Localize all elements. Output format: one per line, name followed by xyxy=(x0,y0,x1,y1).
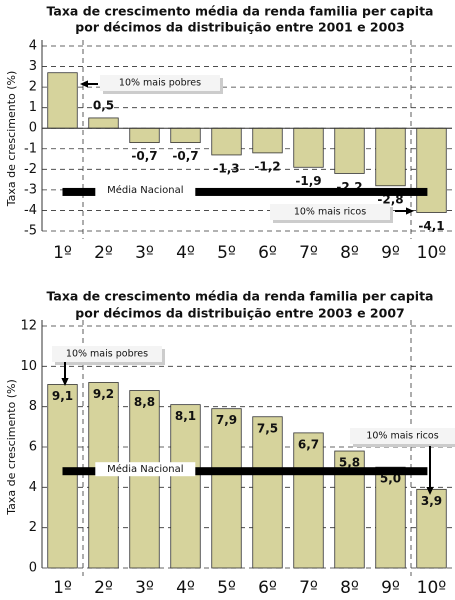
y-tick-label: 6 xyxy=(29,440,37,455)
arrow-head xyxy=(406,207,414,215)
x-tick-label: 8º xyxy=(340,243,359,263)
annotation-box xyxy=(100,75,220,91)
value-label: -1,3 xyxy=(213,161,239,175)
value-label: 7,9 xyxy=(216,413,237,427)
reference-label: Média Nacional xyxy=(107,463,183,475)
bar xyxy=(47,72,78,129)
bar xyxy=(334,127,365,174)
x-tick-label: 3º xyxy=(135,243,154,263)
value-label: 0,5 xyxy=(93,98,114,112)
x-tick-label: 10º xyxy=(417,243,447,263)
value-label: -0,7 xyxy=(131,149,157,163)
annotation-box xyxy=(350,428,455,444)
x-tick-label: 7º xyxy=(299,243,318,263)
bar xyxy=(293,432,324,569)
y-tick-label: -3 xyxy=(24,182,37,197)
y-tick-label: 4 xyxy=(29,480,37,495)
x-tick-label: 7º xyxy=(299,578,318,598)
bar xyxy=(129,390,160,569)
x-tick-label: 4º xyxy=(176,243,195,263)
bar xyxy=(252,127,283,154)
reference-line xyxy=(62,187,428,196)
x-tick-label: 5º xyxy=(217,578,236,598)
x-tick-label: 1º xyxy=(53,243,72,263)
value-label: 9,2 xyxy=(93,387,114,401)
arrow-head xyxy=(80,80,88,88)
x-tick-label: 10º xyxy=(417,578,447,598)
value-label: 8,8 xyxy=(134,395,155,409)
x-tick-label: 9º xyxy=(381,243,400,263)
bar xyxy=(211,127,242,156)
value-label: 6,7 xyxy=(298,437,319,451)
x-tick-label: 3º xyxy=(135,578,154,598)
y-tick-label: 2 xyxy=(29,520,37,535)
value-label: -4,1 xyxy=(418,219,444,233)
annotation: 10% mais ricos xyxy=(366,431,438,442)
chart-title: Taxa de crescimento média da renda famil… xyxy=(47,4,434,19)
y-tick-label: 1 xyxy=(29,100,37,115)
value-label: -0,7 xyxy=(172,149,198,163)
y-tick-label: -5 xyxy=(24,224,37,239)
bar xyxy=(170,127,201,144)
bar xyxy=(416,127,447,213)
bar xyxy=(293,127,324,168)
arrow-head xyxy=(61,378,69,386)
x-tick-label: 6º xyxy=(258,243,277,263)
x-tick-label: 5º xyxy=(217,243,236,263)
y-tick-label: 10 xyxy=(20,359,37,374)
x-tick-label: 6º xyxy=(258,578,277,598)
bar xyxy=(129,127,160,144)
chart-title: por décimos da distribuição entre 2001 e… xyxy=(75,20,404,35)
x-tick-label: 1º xyxy=(53,578,72,598)
bar xyxy=(375,127,406,187)
y-tick-label: -1 xyxy=(24,141,37,156)
x-tick-label: 2º xyxy=(94,243,113,263)
bar xyxy=(416,488,447,569)
value-label: 5,8 xyxy=(339,456,360,470)
annotation: 10% mais pobres xyxy=(66,349,148,360)
x-tick-label: 9º xyxy=(381,578,400,598)
value-label: 8,1 xyxy=(175,409,196,423)
reference-label-box xyxy=(95,182,196,197)
reference-label-box xyxy=(95,462,196,477)
x-tick-label: 2º xyxy=(94,578,113,598)
value-label: 7,5 xyxy=(257,421,278,435)
y-axis-label: Taxa de crescimento (%) xyxy=(5,379,18,516)
y-tick-label: 0 xyxy=(29,121,37,136)
x-tick-label: 4º xyxy=(176,578,195,598)
y-tick-label: 8 xyxy=(29,399,37,414)
chart-title: por décimos da distribuição entre 2003 e… xyxy=(75,306,404,321)
y-axis-label: Taxa de crescimento (%) xyxy=(5,71,18,208)
y-tick-label: 4 xyxy=(29,39,37,54)
y-tick-label: 12 xyxy=(20,319,37,334)
arrow-head xyxy=(426,487,434,495)
value-label: -1,2 xyxy=(254,159,280,173)
reference-line xyxy=(62,467,428,476)
bar xyxy=(47,384,78,569)
bar xyxy=(252,416,283,569)
value-label: 9,1 xyxy=(52,389,73,403)
y-tick-label: -2 xyxy=(24,162,37,177)
annotation-box xyxy=(52,346,162,362)
bar xyxy=(211,408,242,569)
y-tick-label: 3 xyxy=(29,59,37,74)
value-label: 3,9 xyxy=(421,494,442,508)
annotation-box xyxy=(270,204,390,220)
chart-title: Taxa de crescimento média da renda famil… xyxy=(47,289,434,304)
y-tick-label: 0 xyxy=(29,561,37,576)
bar xyxy=(375,466,406,569)
reference-label: Média Nacional xyxy=(107,184,183,196)
bar xyxy=(170,404,201,569)
x-tick-label: 8º xyxy=(340,578,359,598)
y-tick-label: 2 xyxy=(29,80,37,95)
annotation: 10% mais pobres xyxy=(119,78,201,89)
y-tick-label: -4 xyxy=(24,203,37,218)
value-label: -1,9 xyxy=(295,174,321,188)
annotation: 10% mais ricos xyxy=(294,207,366,218)
bar xyxy=(88,117,119,129)
